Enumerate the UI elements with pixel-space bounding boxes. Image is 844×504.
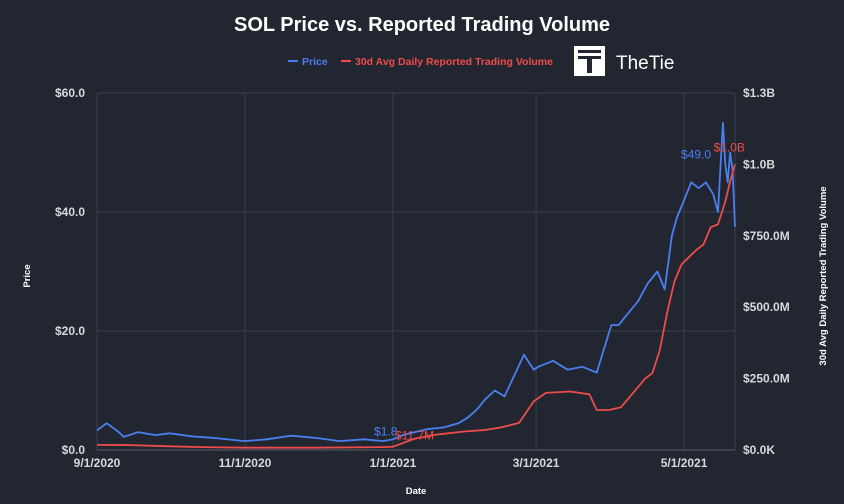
chart-title: SOL Price vs. Reported Trading Volume	[234, 14, 610, 36]
legend-item-price[interactable]: Price	[288, 56, 328, 68]
brand-logo-text: TheTie	[616, 53, 674, 74]
legend-label-price: Price	[302, 56, 328, 68]
series-lines	[96, 121, 736, 449]
legend-item-volume[interactable]: 30d Avg Daily Reported Trading Volume	[341, 56, 553, 68]
y-right-tick-label: $1.3B	[743, 86, 775, 100]
x-tick-label: 3/1/2021	[513, 456, 560, 470]
y-left-tick-label: $0.0	[62, 443, 86, 457]
x-tick-label: 9/1/2020	[74, 456, 121, 470]
y-right-tick-label: $0.0K	[743, 443, 775, 457]
y-right-tick-label: $1.0B	[743, 157, 775, 171]
y-axis-right-title: 30d Avg Daily Reported Trading Volume	[818, 186, 829, 365]
x-tick-label: 5/1/2021	[661, 456, 708, 470]
annotations: $1.8$11.7M $49.0$1.0B	[374, 140, 745, 442]
annotation-price-high: $49.0	[681, 147, 711, 161]
volume-series-line[interactable]	[96, 164, 736, 449]
x-tick-label: 1/1/2021	[370, 456, 417, 470]
brand-logo: TheTie	[574, 46, 674, 76]
axis-ticks: $0.0 $20.0 $40.0 $60.0 $0.0K $250.0M $500.0M $7…	[55, 86, 790, 470]
brand-logo-icon-stem	[587, 59, 592, 73]
y-left-tick-label: $60.0	[55, 86, 85, 100]
y-right-tick-label: $500.0M	[743, 300, 790, 314]
annotation-volume-low: $11.7M	[395, 429, 434, 443]
grid	[96, 92, 736, 451]
legend: Price 30d Avg Daily Reported Trading Vol…	[288, 56, 553, 68]
legend-label-volume: 30d Avg Daily Reported Trading Volume	[355, 56, 553, 68]
y-left-tick-label: $40.0	[55, 205, 85, 219]
x-axis-title: Date	[406, 486, 427, 497]
y-left-tick-label: $20.0	[55, 324, 85, 338]
brand-logo-icon-bar	[578, 56, 601, 59]
y-right-tick-label: $250.0M	[743, 372, 790, 386]
brand-logo-icon-bar	[578, 50, 601, 53]
price-series-line[interactable]	[96, 121, 736, 443]
x-tick-label: 11/1/2020	[219, 456, 272, 470]
y-right-tick-label: $750.0M	[743, 229, 790, 243]
annotation-volume-high: $1.0B	[714, 140, 745, 154]
y-axis-left-title: Price	[22, 264, 33, 287]
annotation-price-low: $1.8	[374, 424, 398, 438]
